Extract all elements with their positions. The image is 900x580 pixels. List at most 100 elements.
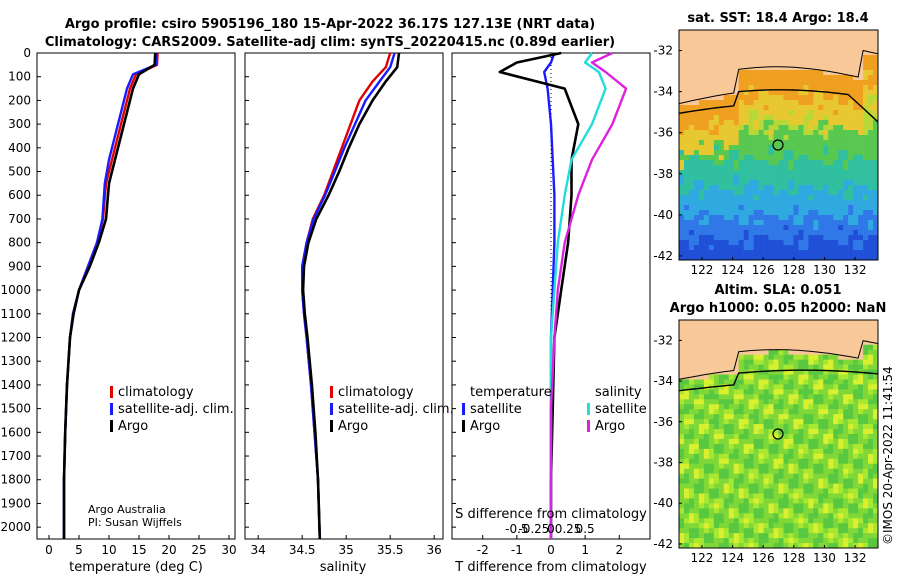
- salinity-lines: [301, 52, 401, 540]
- map-cell: [853, 225, 859, 231]
- map-cell: [698, 205, 705, 211]
- map-cell: [768, 215, 774, 221]
- map-cell: [873, 175, 879, 181]
- map-cell: [718, 384, 725, 390]
- map-cell: [748, 220, 754, 226]
- map-cell: [679, 215, 685, 221]
- map-cell: [803, 543, 809, 549]
- map-cell: [778, 225, 784, 231]
- map-cell: [693, 443, 700, 450]
- map-cell: [798, 399, 804, 405]
- map-cell: [848, 543, 854, 549]
- map-cell: [808, 70, 814, 76]
- map-cell: [783, 384, 789, 390]
- map-cell: [823, 399, 829, 405]
- map-cell: [688, 404, 695, 410]
- map-cell: [703, 538, 710, 544]
- map-cell: [798, 458, 804, 465]
- map-cell: [718, 538, 725, 544]
- map-cell: [873, 40, 879, 46]
- map-cell: [793, 334, 799, 341]
- map-cell: [778, 145, 784, 151]
- map-cell: [828, 399, 834, 405]
- map-cell: [863, 473, 869, 479]
- map-cell: [698, 135, 705, 141]
- map-cell: [863, 399, 869, 405]
- map-cell: [863, 493, 869, 499]
- map-cell: [773, 180, 779, 186]
- map-cell: [848, 130, 854, 136]
- map-cell: [698, 130, 705, 136]
- map-cell: [823, 473, 829, 479]
- map-cell: [763, 65, 769, 71]
- map-cell: [838, 538, 844, 544]
- map-cell: [798, 220, 804, 226]
- map-cell: [833, 185, 839, 191]
- map-cell: [698, 498, 705, 504]
- map-cell: [843, 50, 849, 56]
- map-cell: [708, 458, 715, 465]
- map-cell: [818, 95, 824, 101]
- map-cell: [718, 235, 725, 241]
- map-cell: [688, 125, 695, 131]
- map-cell: [843, 344, 849, 351]
- map-cell: [783, 409, 789, 415]
- map-cell: [683, 80, 690, 86]
- map-cell: [853, 75, 859, 81]
- map-cell: [823, 344, 829, 351]
- map-cell: [698, 538, 705, 544]
- map-cell: [718, 339, 725, 346]
- map-cell: [748, 414, 754, 420]
- map-cell: [828, 255, 834, 261]
- map-cell: [808, 160, 814, 166]
- map-cell: [833, 250, 839, 256]
- map-cell: [738, 518, 744, 524]
- map-cell: [803, 255, 809, 261]
- map-cell: [728, 384, 735, 390]
- map-cell: [733, 399, 739, 405]
- map-cell: [683, 404, 690, 410]
- map-cell: [693, 364, 700, 370]
- map-cell: [783, 463, 789, 469]
- map-cell: [679, 354, 685, 360]
- map-cell: [863, 339, 869, 346]
- map-cell: [813, 235, 819, 241]
- map-cell: [728, 349, 735, 355]
- map-cell: [858, 488, 864, 494]
- map-cell: [813, 394, 819, 400]
- map-cell: [713, 508, 720, 514]
- sla-map-title-line2: Argo h1000: 0.05 h2000: NaN: [670, 301, 887, 316]
- map-cell: [813, 75, 819, 81]
- map-cell: [738, 215, 744, 221]
- map-cell: [793, 419, 799, 425]
- map-cell: [808, 468, 814, 474]
- map-cell: [758, 349, 764, 355]
- map-cell: [738, 513, 744, 519]
- map-cell: [773, 230, 779, 236]
- map-cell: [808, 75, 814, 81]
- map-cell: [863, 100, 869, 106]
- map-cell: [868, 110, 874, 116]
- map-cell: [753, 30, 759, 36]
- map-cell: [733, 513, 739, 519]
- depth-tick-label: 700: [8, 212, 31, 226]
- map-cell: [683, 538, 690, 544]
- map-cell: [803, 100, 809, 106]
- map-cell: [858, 170, 864, 176]
- map-cell: [683, 220, 690, 226]
- map-cell: [679, 543, 685, 549]
- map-cell: [798, 488, 804, 494]
- map-cell: [873, 533, 879, 539]
- map-cell: [873, 100, 879, 106]
- map-cell: [828, 404, 834, 410]
- map-cell: [763, 150, 769, 156]
- map-cell: [758, 185, 764, 191]
- map-cell: [733, 473, 739, 479]
- map-cell: [828, 543, 834, 549]
- map-cell: [783, 110, 789, 116]
- map-cell: [708, 195, 715, 201]
- map-cell: [788, 349, 794, 355]
- map-cell: [703, 503, 710, 509]
- map-cell: [693, 324, 700, 331]
- map-cell: [853, 50, 859, 56]
